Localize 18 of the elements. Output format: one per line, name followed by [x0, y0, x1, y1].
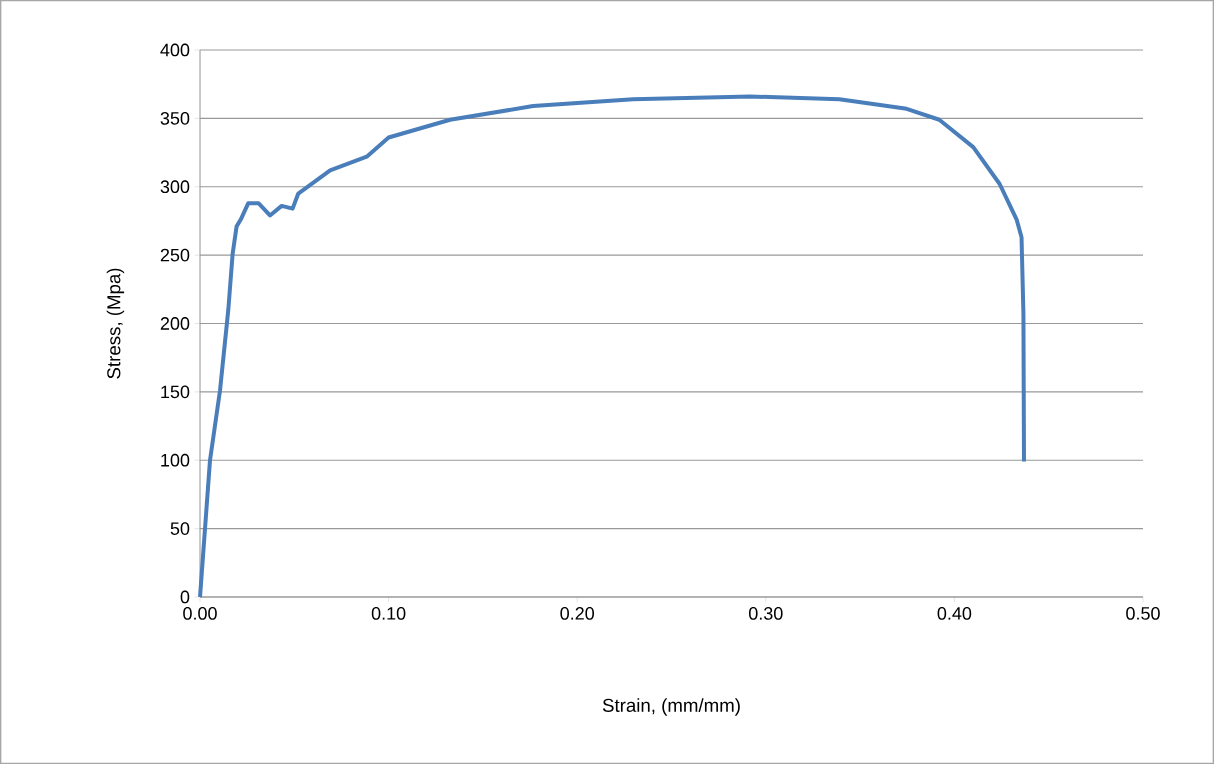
y-axis-title: Stress, (Mpa): [106, 268, 125, 379]
y-tick-label: 200: [160, 317, 190, 330]
x-tick-label: 0.10: [371, 607, 406, 620]
line-series: [198, 94, 1026, 599]
x-axis-title: Strain, (mm/mm): [602, 698, 740, 716]
x-tick-label: 0.30: [748, 607, 783, 620]
y-tick-label: 100: [161, 453, 190, 467]
x-tick-label: 0.50: [1126, 607, 1160, 620]
x-tick-label: 0.40: [937, 607, 972, 620]
y-tick-label: 0: [180, 590, 190, 604]
y-tick-label: 300: [160, 180, 190, 194]
x-tick-label: 0.00: [183, 607, 217, 620]
y-tick-label: 250: [160, 248, 190, 262]
y-tick-label: 400: [160, 43, 190, 57]
y-tick-label: 350: [160, 112, 190, 125]
x-tick-label: 0.20: [560, 607, 595, 620]
y-tick-label: 150: [161, 385, 190, 399]
y-tick-label: 50: [170, 522, 190, 535]
